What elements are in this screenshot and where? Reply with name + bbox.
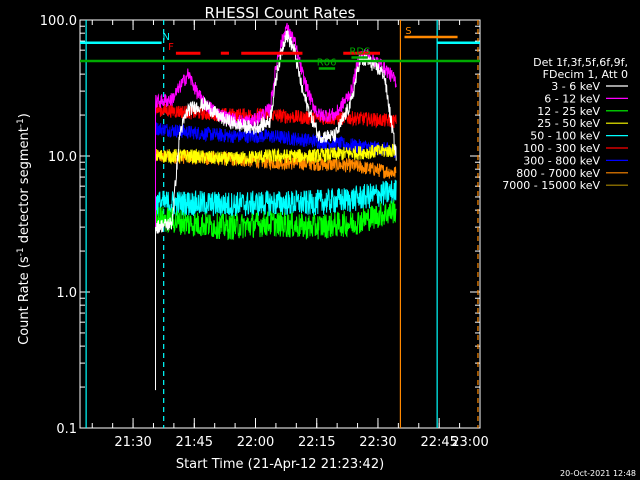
- x-tick-label: 22:15: [298, 435, 335, 450]
- legend-header: FDecim 1, Att 0: [543, 68, 628, 81]
- legend-entry: 7000 - 15000 keV: [502, 179, 600, 192]
- x-tick-label: 22:45: [420, 435, 457, 450]
- plot-area: 0.1 1.0 10.0 100.0 21:30 21:45 22:00 22:15 22:30…: [40, 14, 489, 450]
- legend-entry: 50 - 100 keV: [530, 130, 600, 143]
- date-stamp: 20-Oct-2021 12:48: [560, 469, 636, 478]
- y-tick-label: 100.0: [40, 14, 77, 29]
- y-axis-label: Count Rate (s-1 detector segment-1): [16, 113, 32, 345]
- series-line-5: [155, 102, 397, 323]
- y-tick-label: 1.0: [56, 286, 77, 301]
- legend-entry: 25 - 50 keV: [537, 117, 600, 130]
- legend-entry: 300 - 800 keV: [523, 154, 600, 167]
- series-line-4: [155, 179, 397, 323]
- legend-entry: 800 - 7000 keV: [516, 167, 600, 180]
- x-tick-label: 21:30: [114, 435, 151, 450]
- legend-entry: 6 - 12 keV: [544, 92, 600, 105]
- series-line-2: [155, 200, 397, 323]
- chart-title: RHESSI Count Rates: [205, 4, 356, 22]
- annotation-label: RDS: [349, 46, 370, 57]
- x-tick-label: 22:30: [359, 435, 396, 450]
- series-line-6: [155, 122, 397, 323]
- plot-frame: [79, 19, 481, 429]
- x-tick-label: 21:45: [176, 435, 213, 450]
- series-line-3: [155, 143, 397, 323]
- x-tick-label: 23:00: [451, 435, 488, 450]
- annotation-label: N: [162, 32, 169, 43]
- legend-entry: 12 - 25 keV: [537, 105, 600, 118]
- x-tick-label: 22:00: [237, 435, 274, 450]
- legend-entry: 3 - 6 keV: [551, 80, 600, 93]
- annotation-label: F: [168, 42, 174, 53]
- y-tick-label: 10.0: [48, 150, 77, 165]
- annotation-label: R06: [317, 57, 337, 68]
- y-tick-label: 0.1: [56, 422, 77, 437]
- legend-entry: 100 - 300 keV: [523, 142, 600, 155]
- legend-header: Det 1f,3f,5f,6f,9f,: [533, 56, 628, 69]
- annotation-label: S: [405, 26, 411, 37]
- legend: Det 1f,3f,5f,6f,9f,FDecim 1, Att 03 - 6 …: [502, 56, 628, 192]
- x-axis-label: Start Time (21-Apr-12 21:23:42): [176, 457, 384, 472]
- series-line-0: [155, 30, 397, 323]
